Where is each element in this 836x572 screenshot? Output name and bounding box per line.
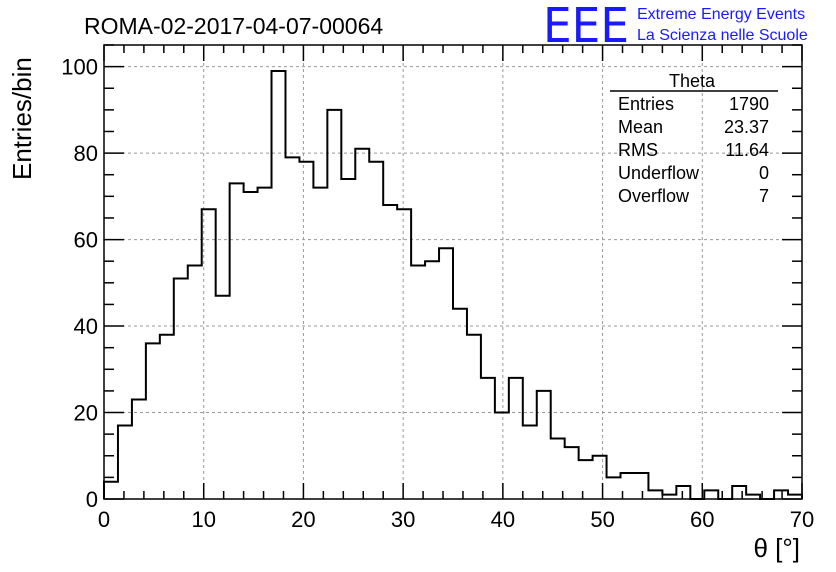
stats-label-overflow: Overflow [618,186,690,206]
stats-label-rms: RMS [618,140,658,160]
x-tick-label: 60 [690,507,714,532]
x-tick-label: 10 [191,507,215,532]
histogram-bin [425,261,439,499]
histogram-bin [216,296,230,499]
grid-lines [104,45,802,499]
y-tick-label: 100 [61,55,98,80]
histogram-bin [579,460,593,499]
histogram-bin [467,335,481,499]
histogram-bin [341,179,355,499]
histogram-bin [495,413,509,499]
x-tick-label: 70 [790,507,814,532]
chart-title: ROMA-02-2017-04-07-00064 [84,13,383,39]
eee-logo-mark: EEE [543,0,629,54]
x-tick-label: 30 [391,507,415,532]
histogram-bin [327,110,341,499]
y-tick-label: 80 [74,141,98,166]
histogram-bin [132,400,146,499]
histogram-bin [160,335,174,499]
stats-value-overflow: 7 [759,186,769,206]
histogram-bin [509,378,523,499]
histogram-bin [230,183,244,499]
histogram-bin [565,447,579,499]
histogram-bin [369,162,383,499]
histogram-bin [607,477,621,499]
histogram-bin [244,192,258,499]
histogram-bin [299,162,313,499]
histogram-bin [439,248,453,499]
histogram-bin [732,486,746,499]
histogram-bin [453,309,467,499]
stats-value-underflow: 0 [759,163,769,183]
histogram-bin [593,456,607,499]
histogram-bin [481,378,495,499]
histogram-bin [397,209,411,499]
histogram-bin [648,490,662,499]
stats-label-entries: Entries [618,94,674,114]
histogram-bin [355,149,369,499]
histogram-bin [537,391,551,499]
histogram-bin [523,425,537,499]
y-tick-label: 0 [86,487,98,512]
y-tick-labels: 0 20 40 60 80 100 [61,55,98,512]
x-tick-label: 0 [98,507,110,532]
x-tick-label: 50 [590,507,614,532]
logo-line-1: Extreme Energy Events [637,6,805,23]
histogram-bins [104,71,802,499]
histogram-bin [272,71,286,499]
stats-value-entries: 1790 [729,94,769,114]
y-axis-label: Entries/bin [7,57,37,180]
y-tick-label: 20 [74,401,98,426]
histogram-bin [118,425,132,499]
stats-label-mean: Mean [618,117,663,137]
histogram-bin [202,209,216,499]
histogram-bin [774,490,788,499]
histogram-bin [285,157,299,499]
histogram-bin [146,343,160,499]
x-tick-labels: 0 10 20 30 40 50 60 70 [98,507,814,532]
histogram-bin [188,266,202,499]
stats-value-rms: 11.64 [725,140,769,160]
x-tick-label: 40 [491,507,515,532]
x-axis-label: θ [°] [753,533,800,563]
logo-line-2: La Scienza nelle Scuole [637,27,808,44]
histogram-bin [313,188,327,499]
stats-title: Theta [669,71,716,91]
x-tick-label: 20 [291,507,315,532]
histogram-bin [104,482,118,499]
histogram-bin [174,278,188,499]
y-tick-label: 60 [74,228,98,253]
histogram-bin [383,205,397,499]
histogram-bin [258,188,272,499]
histogram-outline [103,69,803,500]
histogram-bin [551,438,565,499]
stats-value-mean: 23.37 [724,117,769,137]
stats-box: Theta Entries 1790 Mean 23.37 RMS 11.64 … [610,71,778,206]
histogram-bin [704,490,718,499]
stats-label-underflow: Underflow [618,163,700,183]
histogram-bin [634,473,648,499]
y-tick-label: 40 [74,314,98,339]
histogram-bin [676,486,690,499]
plot-frame [103,44,803,500]
histogram-bin [621,473,635,499]
histogram-bin [411,266,425,499]
